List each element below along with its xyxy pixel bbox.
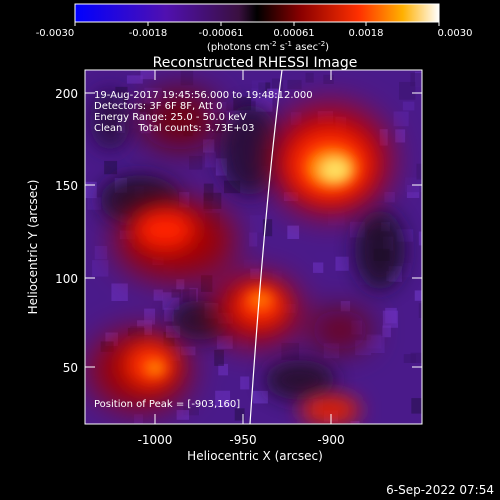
colorbar: -0.0030 -0.0018 -0.00061 0.00061 0.0018 … [36, 3, 473, 53]
footer-date: 6-Sep-2022 07:54 [386, 483, 494, 497]
colorbar-tick: -0.0030 [36, 28, 75, 39]
x-tick-label: -1000 [138, 433, 173, 447]
rhessi-image [85, 70, 422, 424]
info-energy-range: Energy Range: 25.0 - 50.0 keV [94, 112, 247, 123]
colorbar-tick: -0.0018 [129, 28, 168, 39]
info-time-range: 19-Aug-2017 19:45:56.000 to 19:48:12.000 [94, 90, 313, 101]
y-tick-label: 100 [55, 272, 78, 286]
info-counts: Clean Total counts: 3.73E+03 [94, 123, 254, 134]
y-tick-label: 200 [55, 87, 78, 101]
colorbar-tick: 0.0018 [349, 28, 384, 39]
plot-frame [84, 69, 423, 425]
y-tick-label: 50 [63, 361, 78, 375]
y-tick-label: 150 [55, 179, 78, 193]
plot-title: Reconstructed RHESSI Image [153, 55, 358, 71]
x-axis-label: Heliocentric X (arcsec) [187, 449, 323, 463]
colorbar-tick: 0.00061 [273, 28, 314, 39]
info-annotations: 19-Aug-2017 19:45:56.000 to 19:48:12.000… [94, 90, 313, 410]
x-tick-label: -950 [229, 433, 256, 447]
solar-limb-line [249, 70, 283, 424]
y-axis-label: Heliocentric Y (arcsec) [26, 180, 40, 315]
info-detectors: Detectors: 3F 6F 8F, Att 0 [94, 101, 222, 112]
colorbar-units: (photons cm-2 s-1 asec-2) [207, 40, 329, 53]
colorbar-gradient [74, 3, 440, 23]
axis-ticks [85, 70, 422, 424]
peak-position: Position of Peak = [-903,160] [94, 399, 240, 410]
colorbar-tick: 0.0030 [438, 28, 473, 39]
colorbar-tick: -0.00061 [199, 28, 244, 39]
x-tick-label: -900 [317, 433, 344, 447]
